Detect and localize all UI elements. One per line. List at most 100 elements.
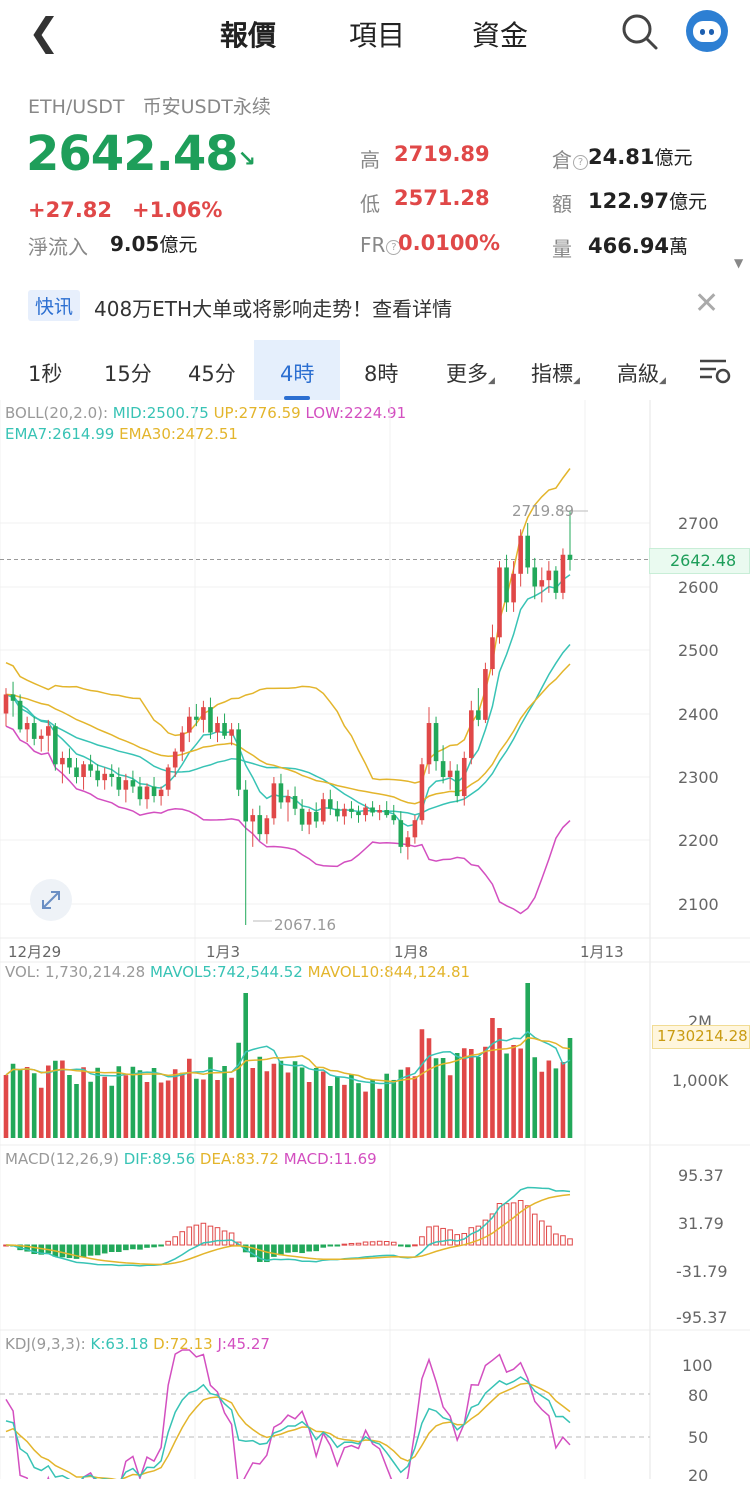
candle bbox=[229, 729, 234, 736]
candle bbox=[74, 767, 79, 777]
mavol10-line bbox=[5, 1036, 571, 1083]
macd-histogram-bar bbox=[158, 1244, 164, 1247]
candle bbox=[476, 710, 481, 720]
macd-histogram-bar bbox=[200, 1222, 207, 1246]
candle bbox=[328, 799, 333, 809]
candle bbox=[46, 726, 51, 736]
candle bbox=[201, 707, 206, 720]
candle bbox=[38, 735, 44, 739]
kdj-tick: 50 bbox=[688, 1428, 709, 1447]
macd-histogram-bar bbox=[101, 1244, 108, 1254]
x-tick: 1月13 bbox=[580, 943, 624, 961]
netflow-label: 淨流入 bbox=[28, 235, 88, 259]
chevron-down-icon[interactable]: ▼ bbox=[734, 256, 744, 270]
volume-bar bbox=[292, 1061, 298, 1138]
amount-label: 額 bbox=[552, 192, 572, 216]
candle bbox=[95, 770, 100, 781]
ema30-line bbox=[5, 663, 571, 805]
help-icon: ? bbox=[386, 240, 402, 255]
candle bbox=[518, 535, 523, 574]
tab-15m[interactable]: 15分 bbox=[104, 362, 152, 386]
chevron-left-icon[interactable]: ❮ bbox=[28, 10, 60, 54]
macd-histogram-bar bbox=[278, 1244, 284, 1256]
macd-tick: -95.37 bbox=[676, 1308, 728, 1327]
volume-bar bbox=[320, 1071, 326, 1138]
chart-settings-icon[interactable] bbox=[698, 356, 732, 386]
candle bbox=[539, 580, 545, 587]
candle bbox=[222, 723, 227, 736]
volume-bar bbox=[17, 1070, 23, 1138]
volume-bar bbox=[215, 1080, 220, 1138]
expand-icon[interactable] bbox=[30, 879, 72, 921]
robot-avatar-icon[interactable] bbox=[686, 10, 728, 52]
macd-histogram-bar bbox=[447, 1229, 453, 1246]
macd-histogram-bar bbox=[306, 1244, 312, 1252]
tab-8h[interactable]: 8時 bbox=[364, 362, 399, 386]
volume-bar bbox=[151, 1068, 157, 1138]
tab-indicators[interactable]: 指標◢ bbox=[531, 362, 580, 386]
candle bbox=[10, 694, 16, 701]
macd-histogram-bar bbox=[80, 1244, 87, 1257]
candle bbox=[172, 751, 178, 768]
macd-histogram-bar bbox=[320, 1244, 327, 1248]
top-nav: ❮ 報價 項目 資金 bbox=[0, 0, 750, 64]
macd-histogram-bar bbox=[433, 1225, 439, 1246]
tab-advanced[interactable]: 高級◢ bbox=[617, 362, 666, 386]
candle bbox=[3, 694, 9, 714]
candle bbox=[31, 723, 37, 739]
tab-project[interactable]: 項目 bbox=[349, 19, 406, 52]
volume-bar bbox=[370, 1079, 375, 1138]
volume-bar bbox=[236, 1042, 241, 1138]
price-tick: 2200 bbox=[678, 831, 719, 850]
volume-bar bbox=[461, 1048, 467, 1138]
tab-1s[interactable]: 1秒 bbox=[28, 362, 63, 386]
volume-bar bbox=[250, 1068, 256, 1138]
tab-more[interactable]: 更多◢ bbox=[446, 362, 495, 386]
dif-line bbox=[5, 1186, 571, 1267]
macd-histogram-bar bbox=[186, 1226, 193, 1246]
volume-bar bbox=[419, 1029, 425, 1138]
candle bbox=[483, 669, 488, 720]
macd-histogram-bar bbox=[489, 1213, 496, 1246]
volume-bar bbox=[3, 1075, 9, 1138]
candle bbox=[151, 786, 157, 797]
volume-value: 466.94萬 bbox=[588, 234, 689, 258]
close-icon[interactable]: ✕ bbox=[694, 286, 720, 321]
candle bbox=[419, 764, 425, 821]
volume-bar bbox=[60, 1060, 65, 1138]
news-bar[interactable]: 快讯 408万ETH大单或将影响走势！查看详情 ✕ bbox=[0, 282, 750, 336]
macd-histogram-bar bbox=[419, 1236, 425, 1246]
candle bbox=[398, 820, 404, 847]
volume-bar bbox=[95, 1067, 100, 1138]
macd-histogram-bar bbox=[362, 1241, 369, 1246]
tab-funds[interactable]: 資金 bbox=[472, 19, 529, 52]
vol-legend: VOL: 1,730,214.28 MAVOL5:742,544.52 MAVO… bbox=[5, 963, 471, 981]
candle bbox=[335, 808, 340, 817]
macd-histogram-bar bbox=[313, 1244, 319, 1252]
candle bbox=[356, 811, 361, 816]
vol-tick: 1,000K bbox=[672, 1071, 729, 1090]
tab-45m[interactable]: 45分 bbox=[188, 362, 236, 386]
low-marker: 2067.16 bbox=[274, 916, 337, 934]
price-tick: 2600 bbox=[678, 578, 719, 597]
volume-current-tag: 1730214.28 bbox=[652, 1025, 750, 1049]
search-icon[interactable] bbox=[620, 12, 660, 52]
volume-bar bbox=[469, 1049, 474, 1138]
macd-histogram-bar bbox=[383, 1241, 390, 1246]
news-text[interactable]: 408万ETH大单或将影响走势！查看详情 bbox=[94, 297, 453, 321]
mavol5-line bbox=[5, 1030, 571, 1085]
boll-low-line bbox=[5, 725, 571, 915]
macd-histogram-bar bbox=[165, 1240, 171, 1246]
tab-quote[interactable]: 報價 bbox=[220, 19, 277, 52]
kdj-tick: 100 bbox=[682, 1356, 713, 1375]
candle bbox=[264, 818, 270, 835]
candle bbox=[123, 780, 129, 790]
volume-bar bbox=[31, 1073, 37, 1138]
candle bbox=[102, 773, 107, 781]
volume-bar bbox=[123, 1075, 129, 1138]
macd-histogram-bar bbox=[412, 1244, 418, 1247]
tab-4h[interactable]: 4時 bbox=[254, 340, 340, 400]
boll-mid-line bbox=[5, 644, 571, 816]
volume-bar bbox=[88, 1081, 93, 1138]
